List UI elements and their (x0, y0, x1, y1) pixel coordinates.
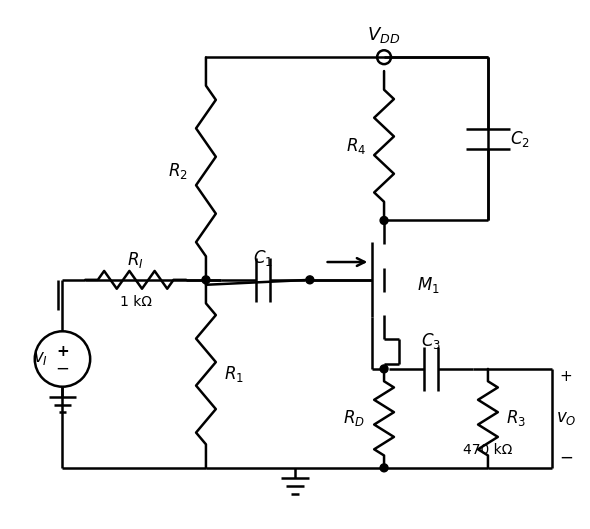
Text: $R_4$: $R_4$ (346, 136, 366, 156)
Text: $R_1$: $R_1$ (224, 364, 244, 384)
Text: $C_2$: $C_2$ (510, 129, 530, 149)
Text: $C_3$: $C_3$ (421, 331, 441, 351)
Text: $R_I$: $R_I$ (127, 250, 144, 270)
Text: $v_I$: $v_I$ (33, 351, 48, 368)
Circle shape (202, 276, 210, 284)
Circle shape (380, 464, 388, 472)
Circle shape (380, 365, 388, 373)
Text: $V_{DD}$: $V_{DD}$ (368, 25, 401, 45)
Text: −: − (559, 449, 573, 467)
Text: $M_1$: $M_1$ (417, 275, 440, 295)
Text: $C_1$: $C_1$ (253, 248, 273, 268)
Text: $R_2$: $R_2$ (168, 161, 188, 181)
Text: $R_3$: $R_3$ (506, 408, 526, 428)
Text: $v_O$: $v_O$ (556, 410, 576, 427)
Text: $R_D$: $R_D$ (343, 408, 365, 428)
Text: +: + (560, 369, 572, 384)
Text: −: − (55, 360, 70, 378)
Text: +: + (56, 343, 69, 359)
Circle shape (380, 216, 388, 224)
Circle shape (306, 276, 314, 284)
Text: 470 kΩ: 470 kΩ (463, 443, 513, 457)
Text: 1 kΩ: 1 kΩ (120, 295, 152, 308)
